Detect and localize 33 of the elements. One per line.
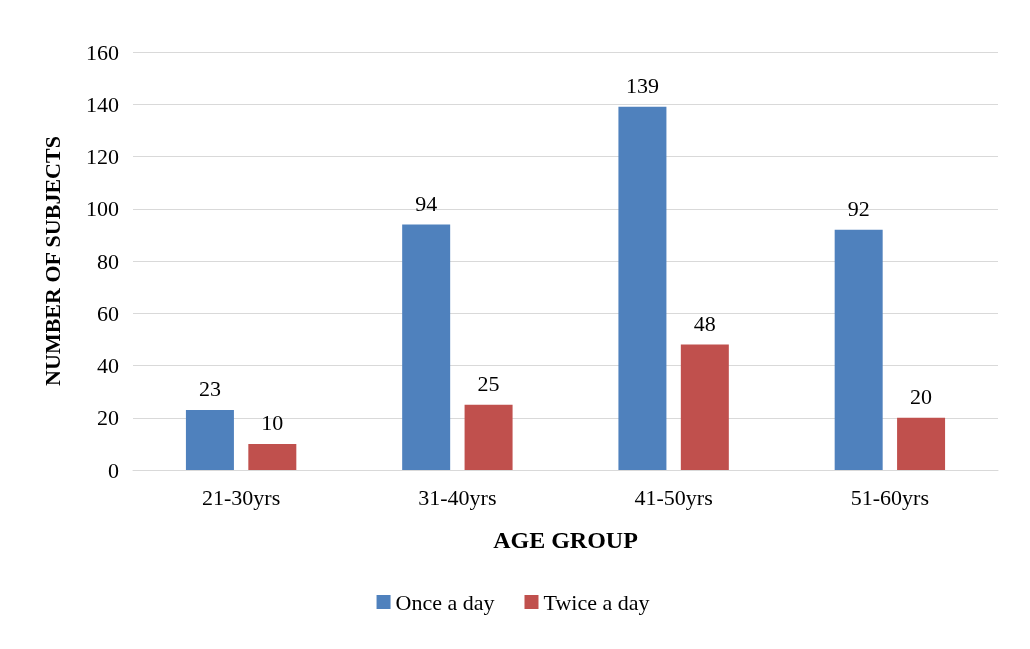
bar [680,344,729,470]
y-tick-label: 160 [86,39,119,65]
data-label: 48 [693,311,716,337]
x-axis-title: AGE GROUP [493,527,638,553]
x-tick-label: 41-50yrs [634,484,713,510]
bar [185,409,234,470]
bar [402,224,451,470]
data-label: 23 [198,376,221,402]
y-tick-label: 40 [97,353,119,378]
y-axis-title: NUMBER OF SUBJECTS [39,136,65,386]
data-label: 20 [910,384,933,410]
data-label: 94 [415,190,438,216]
y-tick-label: 20 [97,405,119,431]
y-tick-label: 100 [86,196,119,222]
x-tick-label: 21-30yrs [202,484,281,510]
bar [897,417,946,470]
y-tick-label: 60 [97,300,119,326]
bar [248,443,297,470]
legend-label: Twice a day [543,589,650,615]
y-tick-label: 140 [86,91,119,117]
legend-label: Once a day [395,589,495,615]
data-label: 139 [625,73,659,99]
x-tick-label: 31-40yrs [418,484,497,510]
bar [618,106,667,470]
y-tick-label: 120 [86,144,119,169]
y-tick-label: 80 [97,248,119,274]
y-tick-label: 0 [108,457,119,483]
bar [464,404,513,470]
data-label: 92 [847,196,870,222]
bar [834,229,883,470]
data-label: 10 [261,410,284,436]
data-label: 25 [477,371,500,397]
x-tick-label: 51-60yrs [850,484,929,510]
